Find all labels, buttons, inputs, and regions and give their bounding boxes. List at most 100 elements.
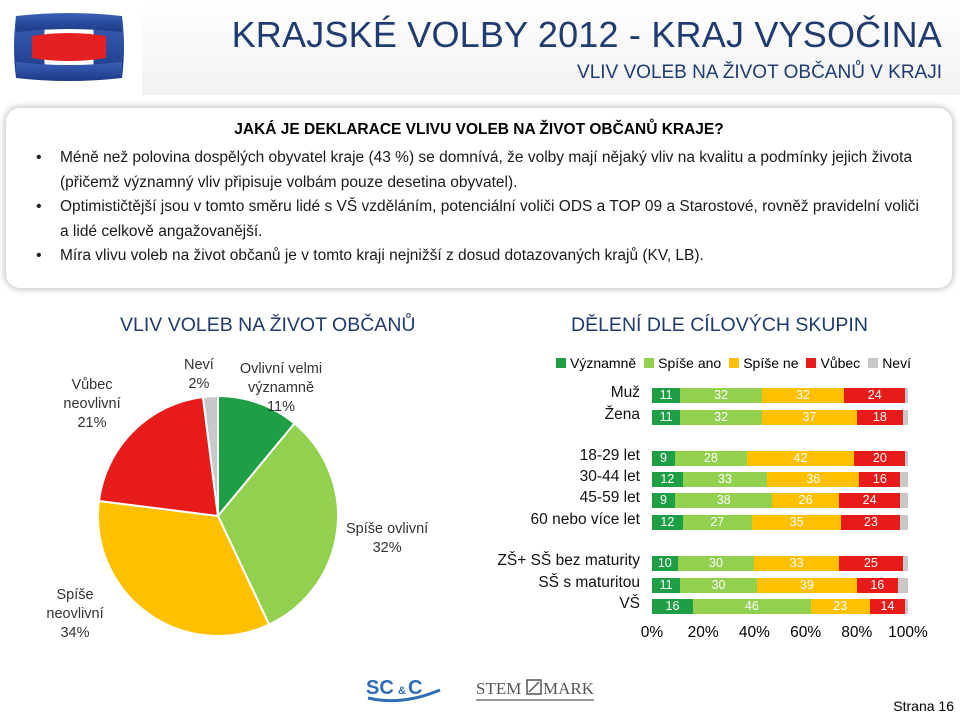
header-band bbox=[142, 0, 960, 95]
pie-label-ovlivni-velmi: Ovlivní velmi významně 11% bbox=[226, 360, 336, 417]
legend-swatch bbox=[868, 358, 879, 368]
data-label: 28 bbox=[703, 451, 718, 465]
bar-segment bbox=[652, 493, 676, 508]
bar-segment bbox=[900, 493, 908, 508]
bar-segment bbox=[869, 599, 906, 614]
category-label: Žena bbox=[604, 406, 640, 423]
bar-segment bbox=[900, 515, 908, 530]
bar-segment bbox=[652, 556, 678, 571]
bar-segment bbox=[652, 388, 681, 403]
data-label: 9 bbox=[660, 451, 667, 465]
category-label: 30-44 let bbox=[579, 468, 640, 485]
svg-text:STEM: STEM bbox=[476, 679, 521, 698]
x-tick-label: 100% bbox=[888, 624, 928, 641]
bar-segment bbox=[682, 515, 752, 530]
bar-segment bbox=[810, 599, 870, 614]
category-label: ZŠ+ SŠ bez maturity bbox=[497, 552, 640, 569]
bar-segment bbox=[756, 578, 857, 593]
data-label: 30 bbox=[709, 556, 723, 570]
legend-item: Neví bbox=[868, 355, 911, 371]
data-label: 10 bbox=[657, 556, 672, 570]
list-item: Míra vlivu voleb na život občanů je v to… bbox=[36, 244, 930, 269]
pie-label-name: Vůbec neovlivní bbox=[63, 377, 121, 412]
data-label: 38 bbox=[716, 493, 731, 507]
pie-slice bbox=[201, 394, 219, 517]
x-tick-label: 60% bbox=[790, 624, 822, 641]
data-label: 46 bbox=[744, 599, 759, 613]
page-number: Strana 16 bbox=[893, 698, 954, 714]
svg-text:MARK: MARK bbox=[543, 679, 595, 698]
data-label: 9 bbox=[660, 493, 667, 507]
bar-chart-title: DĚLENÍ DLE CÍLOVÝCH SKUPIN bbox=[571, 314, 868, 336]
category-label: Muž bbox=[610, 384, 640, 401]
pie-label-value: 2% bbox=[188, 376, 210, 392]
bar-segment bbox=[680, 410, 763, 425]
page-subtitle: VLIV VOLEB NA ŽIVOT OBČANŮ V KRAJI bbox=[577, 62, 942, 83]
bar-segment bbox=[772, 493, 839, 508]
legend-item: Významně bbox=[556, 355, 636, 371]
pie-label-spise-ovlivni: Spíše ovlivní 32% bbox=[346, 520, 428, 558]
data-label: 20 bbox=[872, 451, 887, 465]
pie-label-name: Spíše neovlivní bbox=[46, 587, 104, 622]
ct-logo-icon bbox=[14, 13, 124, 81]
data-label: 11 bbox=[659, 388, 673, 402]
bar-segment bbox=[677, 556, 755, 571]
legend-swatch bbox=[729, 358, 740, 368]
bar-segment bbox=[675, 451, 747, 466]
pie-label-spise-neovlivni: Spíše neovlivní 34% bbox=[40, 586, 110, 643]
category-label: 45-59 let bbox=[579, 489, 640, 506]
info-heading: JAKÁ JE DEKLARACE VLIVU VOLEB NA ŽIVOT O… bbox=[234, 121, 724, 138]
data-label: 36 bbox=[806, 472, 821, 486]
bar-segment bbox=[841, 515, 901, 530]
bar-segment bbox=[652, 472, 683, 487]
bar-segment bbox=[652, 451, 676, 466]
legend-label: Spíše ano bbox=[658, 355, 722, 371]
data-label: 26 bbox=[798, 493, 813, 507]
data-label: 14 bbox=[880, 599, 895, 613]
bar-segment bbox=[762, 410, 857, 425]
legend-swatch bbox=[644, 358, 655, 368]
category-label: 18-29 let bbox=[579, 447, 640, 464]
pie-chart-title: VLIV VOLEB NA ŽIVOT OBČANŮ bbox=[120, 314, 416, 336]
bar-segment bbox=[856, 410, 903, 425]
bar-segment bbox=[751, 515, 842, 530]
data-label: 24 bbox=[867, 388, 882, 402]
pie-label-name: Neví bbox=[184, 357, 214, 373]
legend-item: Spíše ne bbox=[729, 355, 798, 371]
bar-segment bbox=[844, 388, 906, 403]
bar-segment bbox=[692, 599, 811, 614]
data-label: 30 bbox=[711, 578, 726, 592]
data-label: 18 bbox=[872, 410, 887, 424]
category-label: 60 nebo více let bbox=[530, 511, 640, 528]
bar-segment bbox=[838, 556, 903, 571]
legend-swatch bbox=[556, 358, 566, 368]
bar-segment bbox=[905, 388, 908, 403]
pie-label-vubec-neovlivni: Vůbec neovlivní 21% bbox=[52, 376, 132, 433]
bar-segment bbox=[838, 493, 901, 508]
data-label: 42 bbox=[793, 451, 808, 465]
bar-segment bbox=[652, 410, 681, 425]
bar-segment bbox=[682, 472, 768, 487]
page-title: KRAJSKÉ VOLBY 2012 - KRAJ VYSOČINA bbox=[231, 14, 942, 55]
pie-chart bbox=[97, 394, 339, 637]
data-label: 35 bbox=[789, 515, 804, 529]
info-list: Méně než polovina dospělých obyvatel kra… bbox=[36, 146, 930, 269]
legend-label: Významně bbox=[570, 355, 637, 371]
svg-text:SC: SC bbox=[366, 677, 394, 699]
data-label: 23 bbox=[863, 515, 878, 529]
svg-text:&: & bbox=[398, 685, 406, 697]
bar-segment bbox=[900, 472, 908, 487]
category-label: SŠ s maturitou bbox=[538, 574, 640, 591]
info-box: JAKÁ JE DEKLARACE VLIVU VOLEB NA ŽIVOT O… bbox=[6, 108, 952, 288]
pie-label-nevi: Neví 2% bbox=[184, 356, 214, 394]
pie-slice bbox=[97, 499, 271, 637]
bar-segment bbox=[680, 388, 763, 403]
bar-segment bbox=[652, 515, 683, 530]
pie-label-value: 34% bbox=[60, 625, 90, 641]
x-tick-label: 40% bbox=[738, 624, 770, 641]
category-label: VŠ bbox=[619, 595, 640, 612]
bar-segment bbox=[767, 472, 860, 487]
x-tick-label: 20% bbox=[687, 624, 719, 641]
legend-label: Neví bbox=[882, 355, 911, 371]
data-label: 11 bbox=[659, 410, 673, 424]
